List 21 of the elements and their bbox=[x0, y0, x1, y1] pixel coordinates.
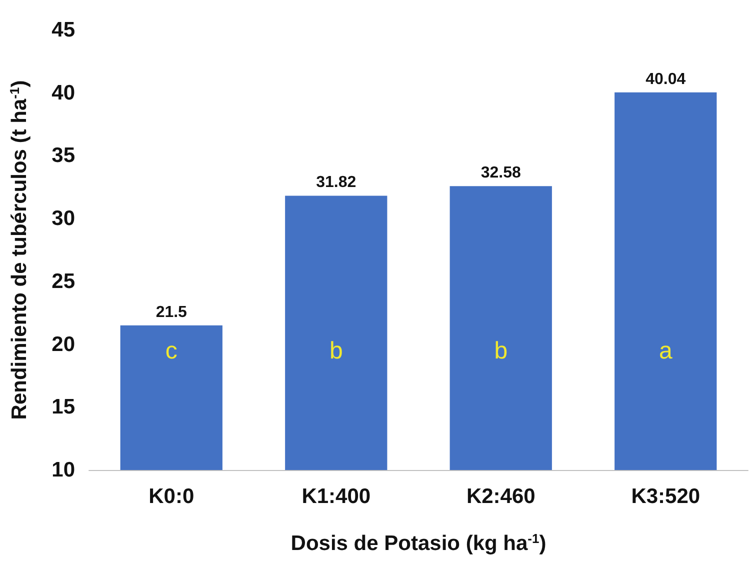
annotation: a bbox=[658, 338, 673, 365]
data-label: 40.04 bbox=[646, 70, 686, 88]
data-label: 31.82 bbox=[316, 174, 356, 192]
y-tick-label: 20 bbox=[52, 332, 75, 356]
y-tick-label: 35 bbox=[52, 144, 76, 168]
data-label: 21.5 bbox=[156, 304, 188, 321]
x-tick-label: K3:520 bbox=[631, 485, 700, 508]
y-tick-label: 40 bbox=[52, 81, 75, 104]
y-tick-label: 25 bbox=[52, 270, 76, 293]
y-tick-label: 30 bbox=[52, 207, 75, 230]
x-tick-label: K1:400 bbox=[302, 485, 371, 508]
y-tick-label: 15 bbox=[52, 396, 76, 419]
y-tick-label: 45 bbox=[52, 18, 76, 42]
annotation: c bbox=[165, 338, 178, 365]
annotation: b bbox=[494, 338, 508, 365]
y-axis-title: Rendimiento de tubérculos (t ha-1) bbox=[7, 80, 31, 420]
data-label: 32.58 bbox=[480, 164, 521, 182]
x-tick-label: K0:0 bbox=[148, 485, 194, 508]
x-tick-label: K2:460 bbox=[466, 485, 536, 508]
y-tick-label: 10 bbox=[52, 458, 75, 482]
annotation: b bbox=[329, 338, 343, 365]
